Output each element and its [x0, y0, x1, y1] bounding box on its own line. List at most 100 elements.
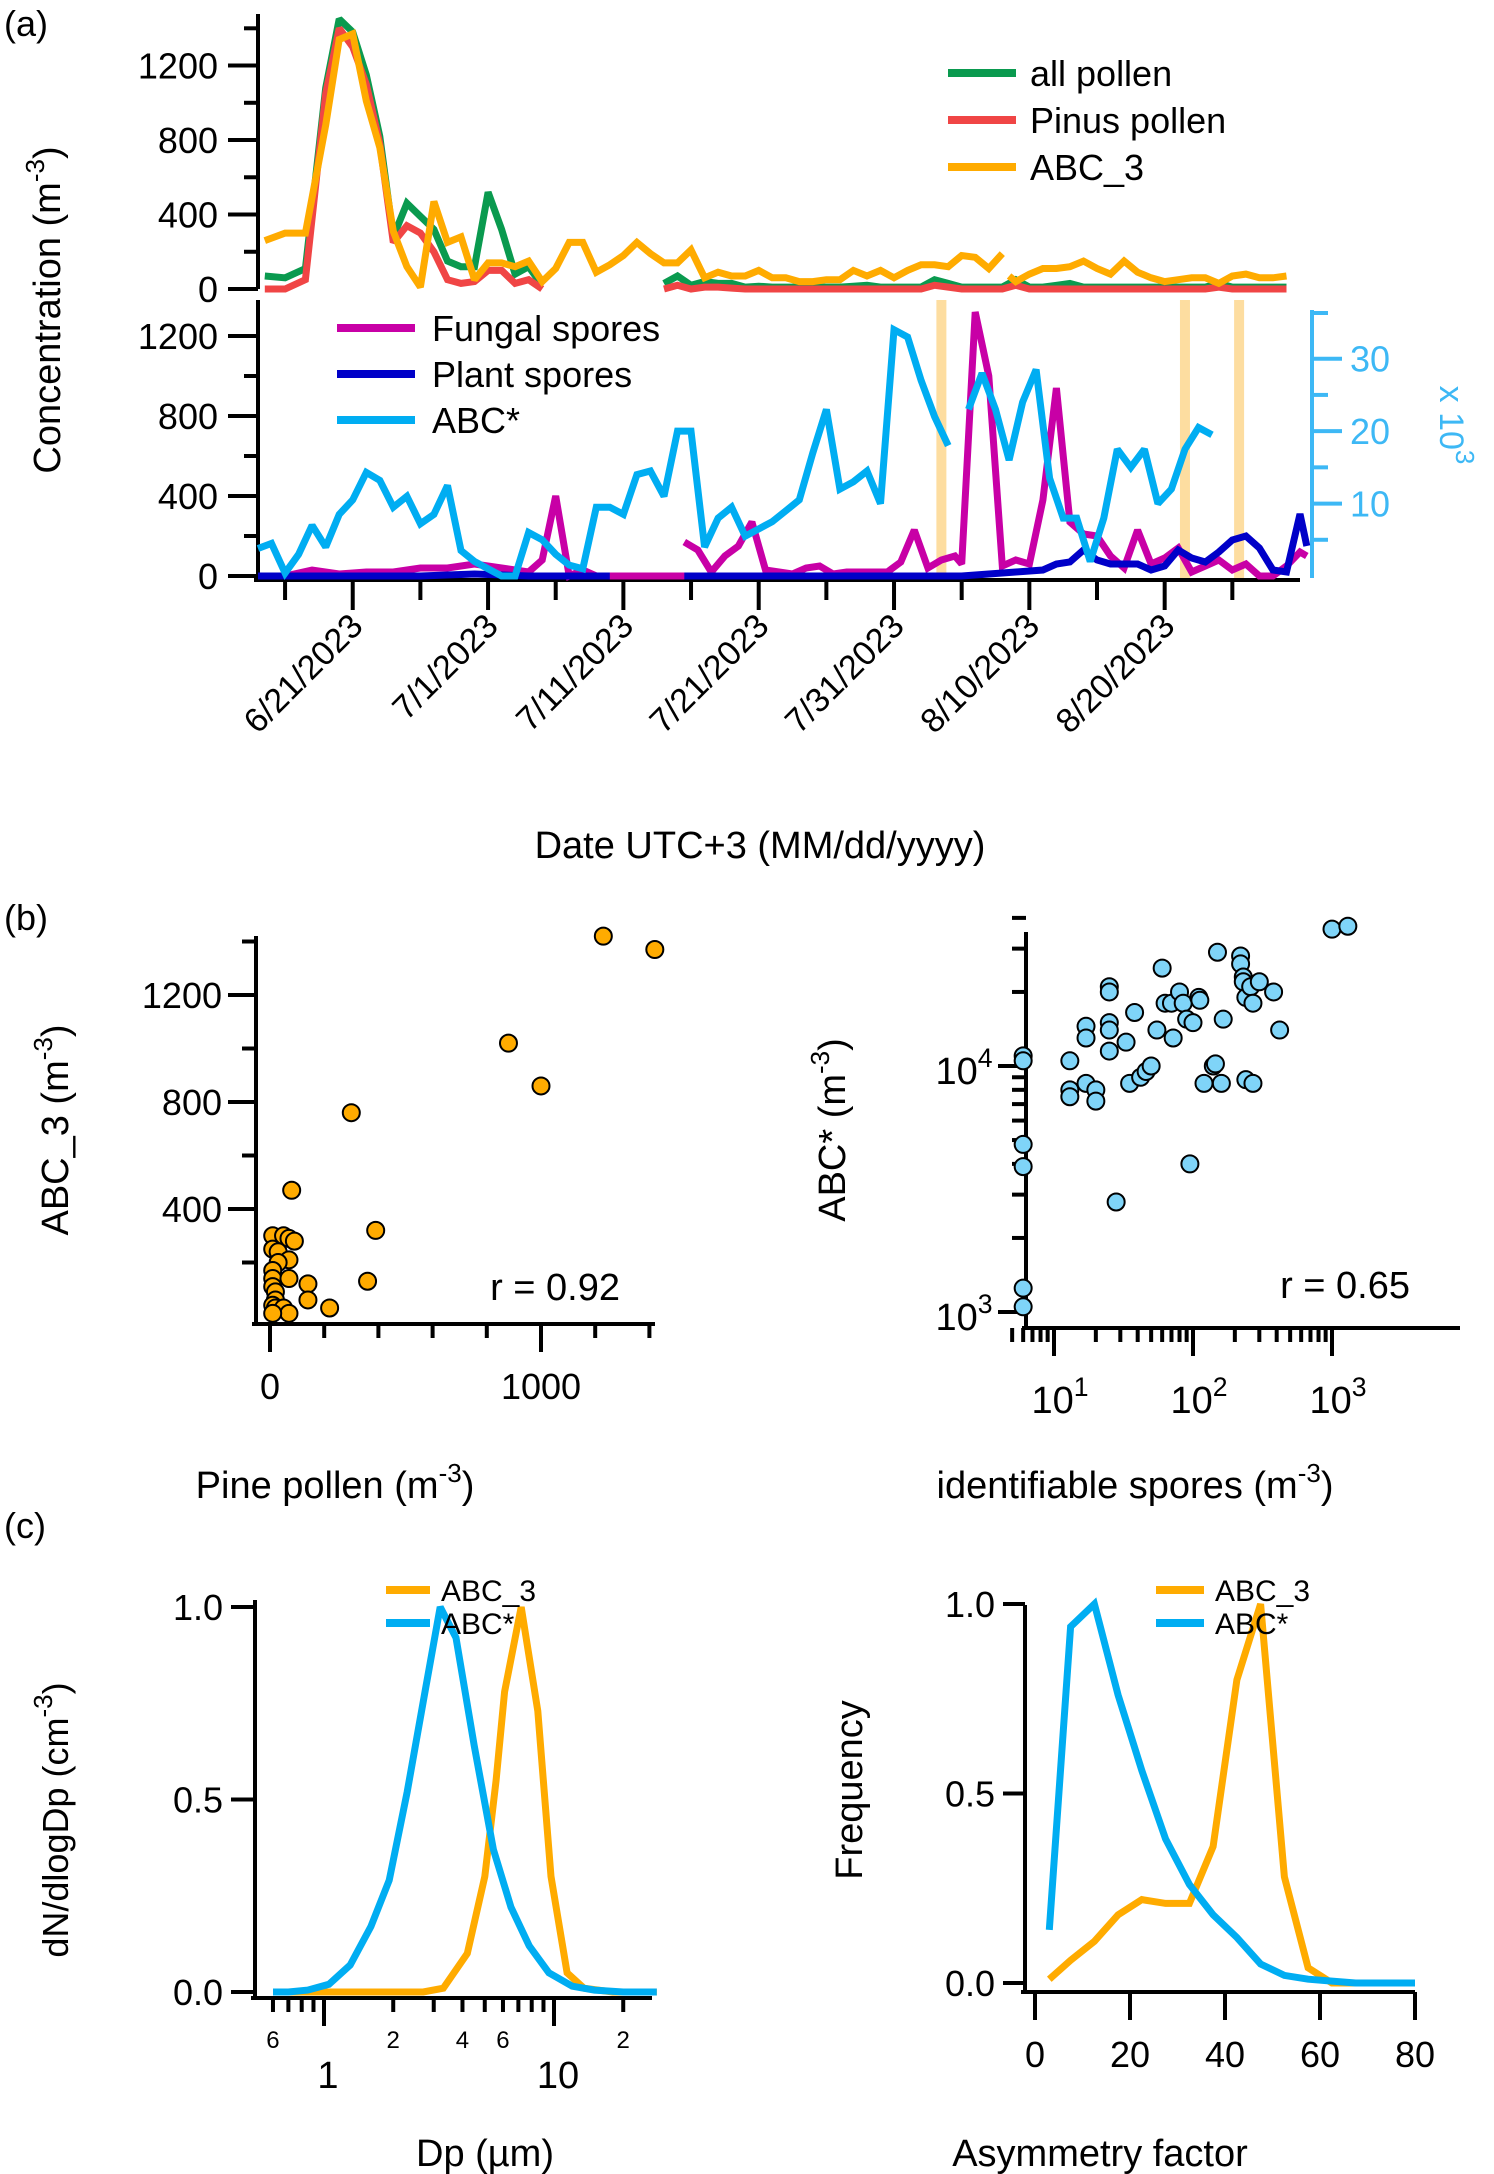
x-tick-label: 0 — [260, 1366, 280, 1407]
chart-b-left: 400 800 1200 0 1000 r = 0.92 — [142, 926, 665, 1407]
series-line-plant-spores — [258, 570, 610, 580]
x-tick-label-minor: 2 — [387, 2027, 400, 2054]
series-line-abc- — [965, 368, 1214, 563]
series-line-abc_3 — [273, 1606, 657, 1996]
y-tick-label: 1.0 — [173, 1587, 223, 1628]
series-line-abc_3 — [1046, 1602, 1415, 1987]
tick-exponent: 1 — [1074, 1372, 1089, 1402]
y-tick-label: 0.5 — [173, 1780, 223, 1821]
scatter-point — [320, 1298, 340, 1318]
scatter-point — [1194, 1073, 1214, 1093]
legend: all pollen Pinus pollen ABC_3 — [948, 53, 1226, 188]
x-tick-label: 6/21/2023 — [237, 607, 371, 741]
axes: 400 800 1200 0 1000 r = 0.92 — [142, 936, 655, 1407]
correlation-annotation: r = 0.92 — [490, 1267, 620, 1309]
scatter-point — [1013, 1297, 1033, 1317]
x-tick-label: 8/10/2023 — [913, 607, 1047, 741]
scatter-point — [1099, 982, 1119, 1002]
x-tick-label: 7/31/2023 — [778, 607, 912, 741]
y-tick-label: 1.0 — [945, 1584, 995, 1625]
scatter-point — [341, 1103, 361, 1123]
y-tick-label: 400 — [158, 476, 218, 517]
series-group — [1045, 1597, 1415, 1987]
y-axis-label-c-right: Frequency — [829, 1700, 871, 1880]
scatter-point — [263, 1303, 283, 1323]
scatter-point — [366, 1220, 386, 1240]
x-axis-label-b-right: identifiable spores (m-3) — [937, 1458, 1334, 1507]
x-axis-label-a: Date UTC+3 (MM/dd/yyyy) — [535, 825, 986, 867]
x-tick-label: 80 — [1395, 2034, 1435, 2075]
x-label-exponent: -3 — [439, 1458, 462, 1488]
scatter-point — [1163, 1028, 1183, 1048]
legend-label: Fungal spores — [432, 308, 660, 349]
y-tick-label: 1200 — [138, 316, 218, 357]
highlight-band — [1179, 300, 1190, 580]
scatter-point — [1338, 916, 1358, 936]
y-axis-label-b-left: ABC_3 (m-3) — [28, 1024, 77, 1235]
y-tick-label: 1200 — [138, 46, 218, 87]
scatter-point — [1076, 1028, 1096, 1048]
series-group — [273, 1605, 657, 1996]
y2-tick-label: 30 — [1350, 339, 1390, 380]
x-label-close: ) — [1321, 1465, 1334, 1507]
x-axis-label-c-left: Dp (µm) — [416, 2133, 554, 2174]
scatter-point — [279, 1269, 299, 1289]
series-group — [256, 311, 1311, 582]
x-tick-label-minor: 4 — [456, 2027, 469, 2054]
scatter-point — [1152, 958, 1172, 978]
x-tick-label: 103 — [1309, 1372, 1366, 1422]
x-tick-label: 1000 — [501, 1366, 581, 1407]
x-tick-label: 0 — [1025, 2034, 1045, 2075]
scatter-point — [498, 1033, 518, 1053]
chart-a-bottom: 0 400 800 1200 6/21/2023 7/1/2023 7/11/2023 7/2… — [138, 300, 1480, 741]
y-tick-label: 800 — [158, 120, 218, 161]
x-tick-label-minor: 6 — [266, 2027, 279, 2054]
legend-label: ABC* — [432, 400, 520, 441]
x-tick-label: 7/21/2023 — [643, 607, 777, 741]
tick-base: 10 — [1170, 1380, 1212, 1422]
y2-label-exponent: 3 — [1450, 450, 1480, 464]
y-label-exponent: -3 — [20, 159, 50, 182]
scatter-point — [1243, 993, 1263, 1013]
y-tick-label: 0 — [198, 269, 218, 310]
y-tick-label: 800 — [162, 1082, 222, 1123]
scatter-point — [1213, 1009, 1233, 1029]
series-line-pinus-pollen — [663, 281, 1287, 293]
y-tick-label: 0 — [198, 556, 218, 597]
y-tick-label: 104 — [935, 1043, 992, 1093]
series-line-abc_3 — [1006, 256, 1287, 288]
highlight-band — [1234, 300, 1245, 580]
axes: 0.0 0.5 1.0 0 20 40 60 80 — [945, 1584, 1435, 2075]
x-tick-label: 20 — [1110, 2034, 1150, 2075]
legend-label: ABC* — [1215, 1608, 1289, 1641]
highlight-band — [936, 300, 947, 580]
scatter-point — [531, 1076, 551, 1096]
scatter-point — [1013, 1278, 1033, 1298]
y-label-exponent: -3 — [28, 1037, 58, 1060]
series-line-plant-spores — [684, 513, 1311, 580]
scatter-points — [263, 926, 665, 1323]
highlight-bands — [936, 300, 1245, 580]
y-label-close: ) — [35, 1024, 77, 1037]
tick-exponent: 3 — [1352, 1372, 1367, 1402]
y-axis-label-b-right: ABC* (m-3) — [805, 1038, 854, 1222]
scatter-point — [1243, 1073, 1263, 1093]
x-tick-label: 8/20/2023 — [1049, 607, 1183, 741]
axes: 0 400 800 1200 — [138, 14, 260, 310]
scatter-point — [1141, 1056, 1161, 1076]
scatter-point — [1106, 1192, 1126, 1212]
scatter-point — [282, 1180, 302, 1200]
scatter-point — [1249, 972, 1269, 992]
series-group — [263, 16, 1287, 293]
x-axis-label-c-right: Asymmetry factor — [952, 2133, 1248, 2174]
y-label-text: ABC* (m — [812, 1074, 854, 1222]
scatter-point — [1013, 1134, 1033, 1154]
y-tick-label: 0.0 — [945, 1963, 995, 2004]
panel-label-b: (b) — [4, 897, 48, 938]
series-line-abc_3 — [263, 29, 1005, 290]
tick-base: 10 — [935, 1297, 977, 1339]
scatter-point — [1183, 1013, 1203, 1033]
